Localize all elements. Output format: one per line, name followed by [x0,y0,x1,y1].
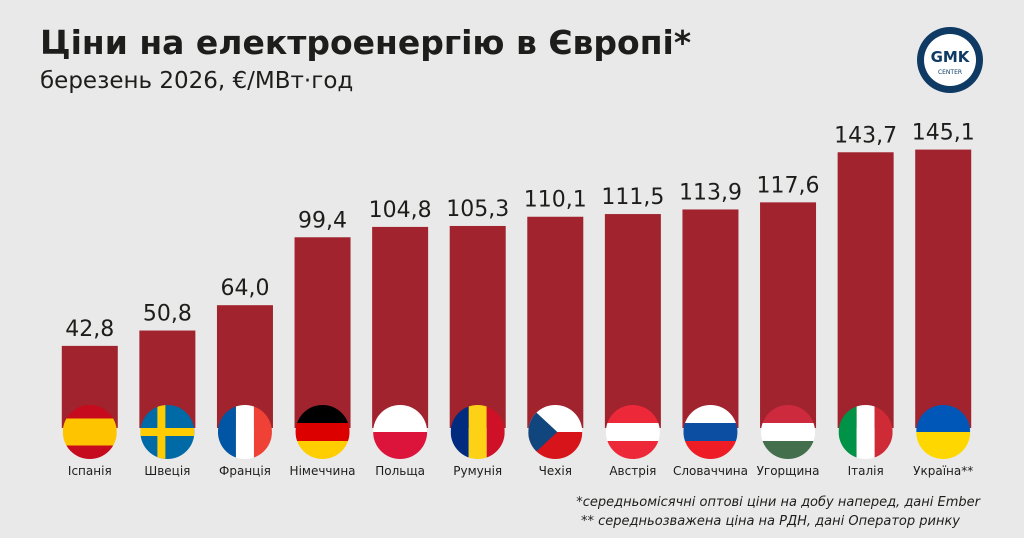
value-label: 113,9 [679,180,742,205]
footnote: ** середньозважена ціна на РДН, дані Опе… [581,514,960,529]
flag-stripe [683,423,738,441]
flag [140,405,195,459]
flag-stripe [62,418,117,446]
flag-stripe [683,405,738,423]
flag-stripe [761,423,816,441]
value-label: 50,8 [143,302,192,327]
logo-text: CENTER [938,69,962,76]
x-tick-label: Франція [219,464,271,478]
value-label: 105,3 [446,197,509,222]
flag [450,405,505,459]
logo-inner [924,34,976,86]
flag-stripe [874,405,893,459]
flag [605,405,660,459]
value-label: 145,1 [912,121,975,146]
flag-stripe [157,405,166,459]
flag [373,405,428,459]
flag-stripe [605,441,660,459]
value-label: 104,8 [369,198,432,223]
chart-title: Ціни на електроенергію в Європі* [40,23,691,62]
flag-stripe [217,405,236,459]
flag [761,405,816,459]
bar [527,216,584,428]
bar [372,226,429,428]
footnote: *середньомісячні оптові ціни на добу нап… [576,495,981,510]
bar [294,237,351,428]
flag-stripe [838,405,857,459]
logo-text: GMK [931,48,971,66]
x-tick-label: Чехія [539,464,572,478]
flag [683,405,738,459]
bar [760,202,817,428]
x-tick-label: Угорщина [757,464,820,478]
value-label: 99,4 [298,208,347,233]
x-tick-label: Австрія [609,464,656,478]
chart-subtitle: березень 2026, €/МВт·год [40,68,353,94]
bar [449,225,506,428]
flag-stripe [605,423,660,441]
x-tick-label: Іспанія [68,464,112,478]
bar [604,214,661,428]
flag [217,405,272,459]
flag [916,405,971,459]
flag-stripe [761,441,816,459]
flag-stripe [761,405,816,423]
flag-stripe [856,405,875,459]
flag-stripe [468,405,487,459]
bar [682,209,739,428]
x-tick-label: Україна** [913,464,973,478]
flag-stripe [683,441,738,459]
value-label: 143,7 [834,123,897,148]
x-tick-label: Швеція [144,464,190,478]
flag-stripe [235,405,254,459]
value-label: 110,1 [524,188,587,213]
flag [528,405,583,459]
value-label: 111,5 [601,185,664,210]
value-label: 64,0 [220,276,269,301]
x-tick-label: Словаччина [673,464,748,478]
flag-stripe [253,405,272,459]
flag-stripe [605,405,660,423]
value-label: 117,6 [757,173,820,198]
value-label: 42,8 [65,317,114,342]
flag-stripe [295,405,350,423]
x-tick-label: Італія [848,464,884,478]
x-tick-label: Польща [375,464,425,478]
flag-stripe [450,405,469,459]
x-tick-label: Румунія [453,464,502,478]
flag [295,405,350,459]
flag-stripe [295,441,350,459]
flag-stripe [528,405,558,459]
flag [62,405,117,459]
flag [838,405,893,459]
bar [837,152,894,428]
flag-stripe [295,423,350,441]
flag-stripe [140,428,195,436]
bar [915,149,972,429]
x-tick-label: Німеччина [290,464,356,478]
flag-stripe [486,405,505,459]
logo: GMK CENTER [917,27,983,93]
